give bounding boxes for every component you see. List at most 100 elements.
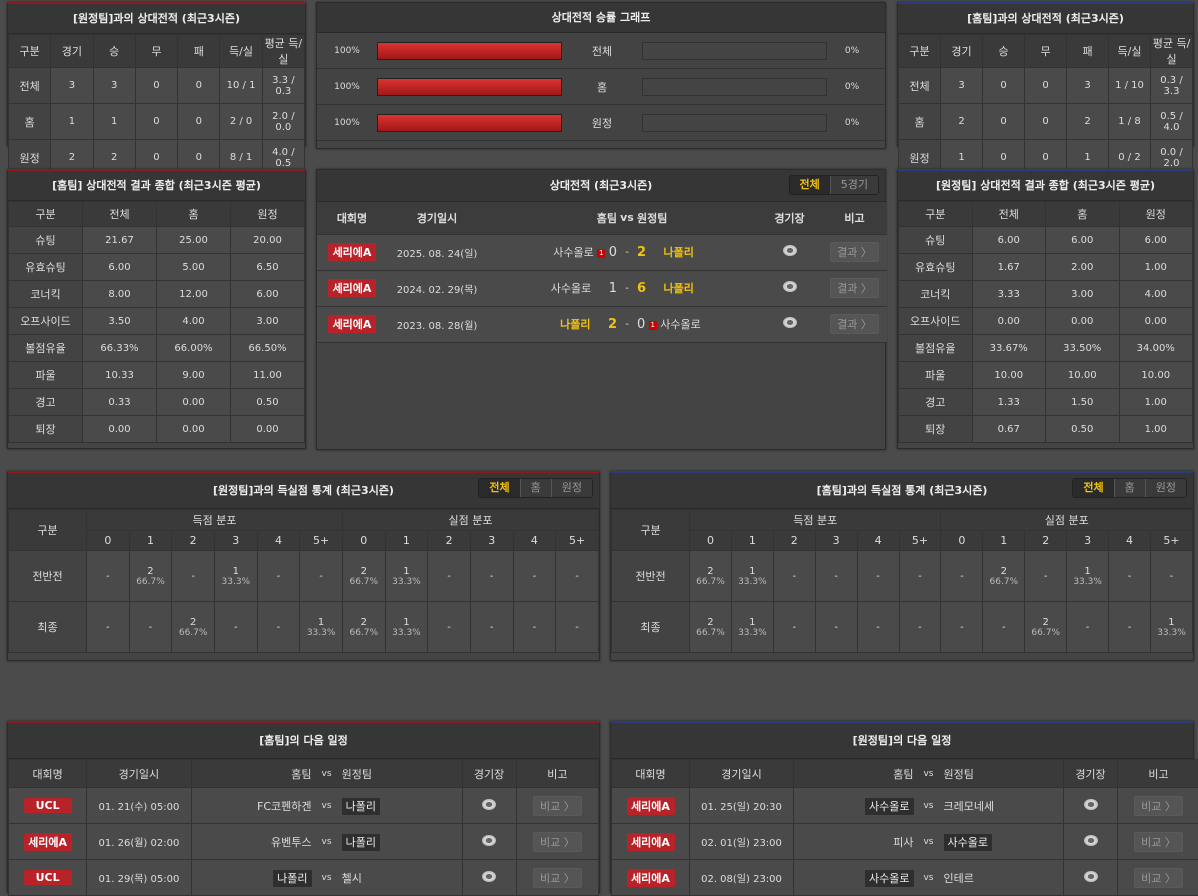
- vs-label: vs: [914, 860, 944, 896]
- panel-header: [원정팀] 상대전적 결과 종합 (최근3시즌 평균): [898, 171, 1193, 201]
- tab-1[interactable]: 5경기: [830, 176, 878, 194]
- goal-count-header: 4: [857, 531, 899, 551]
- panel-title: [홈팀]과의 상대전적 (최근3시즌): [967, 12, 1124, 25]
- tab-0[interactable]: 전체: [479, 479, 519, 497]
- panel-title: [원정팀]과의 상대전적 (최근3시즌): [73, 12, 240, 25]
- cell-value: 10.00: [1119, 362, 1193, 389]
- goal-count-header: 0: [690, 531, 732, 551]
- panel-title: [홈팀]의 다음 일정: [259, 734, 348, 747]
- stadium-icon[interactable]: [482, 835, 496, 846]
- panel-header: [홈팀]과의 상대전적 (최근3시즌): [898, 4, 1193, 34]
- row-label: 경고: [9, 389, 83, 416]
- compare-button[interactable]: 비교 〉: [1134, 796, 1183, 816]
- tab-1[interactable]: 홈: [1114, 479, 1145, 497]
- tab-0[interactable]: 전체: [1073, 479, 1113, 497]
- vs-label: vs: [914, 788, 944, 824]
- away-team: 나폴리: [664, 282, 694, 295]
- home-bar-fill: [378, 43, 561, 59]
- column-header: 구분: [899, 202, 973, 227]
- stadium-icon[interactable]: [482, 871, 496, 882]
- percentage: 33.3%: [1151, 628, 1192, 638]
- cell-value: 6.00: [231, 281, 305, 308]
- compare-button[interactable]: 비교 〉: [533, 868, 582, 888]
- count: 2: [361, 617, 367, 628]
- cell-value: 5.00: [157, 254, 231, 281]
- count: -: [277, 622, 281, 633]
- cell-value: 8.00: [83, 281, 157, 308]
- distribution-cell: -: [513, 602, 556, 653]
- cell-value: 20.00: [231, 227, 305, 254]
- stadium-icon[interactable]: [482, 799, 496, 810]
- tab-0[interactable]: 전체: [790, 176, 830, 194]
- stadium-icon[interactable]: [783, 317, 797, 328]
- panel-title: [원정팀]과의 득실점 통계 (최근3시즌): [213, 484, 394, 497]
- distribution-cell: -: [941, 551, 983, 602]
- stadium-icon[interactable]: [1084, 799, 1098, 810]
- vs-label: vs: [312, 824, 342, 860]
- compare-button[interactable]: 비교 〉: [533, 796, 582, 816]
- cell-value: 0.33: [83, 389, 157, 416]
- tab-2[interactable]: 원정: [551, 479, 592, 497]
- stadium-icon[interactable]: [1084, 835, 1098, 846]
- graph-row: 100% 원정 0%: [317, 105, 885, 141]
- column-header: 원정팀: [637, 202, 757, 234]
- count: -: [447, 571, 451, 582]
- stadium-icon[interactable]: [783, 245, 797, 256]
- distribution-cell: -: [899, 602, 941, 653]
- count: -: [918, 571, 922, 582]
- scored-group-header: 득점 분포: [87, 510, 343, 531]
- distribution-cell: -: [983, 602, 1025, 653]
- distribution-cell: -: [87, 602, 130, 653]
- column-header: 구분: [899, 35, 941, 68]
- compare-button[interactable]: 비교 〉: [1134, 868, 1183, 888]
- row-label: 홈: [9, 104, 51, 140]
- result-button[interactable]: 결과 〉: [830, 242, 879, 262]
- match-date: 2024. 02. 29(목): [397, 285, 478, 296]
- league-badge: UCL: [24, 870, 72, 885]
- stadium-icon[interactable]: [783, 281, 797, 292]
- column-header: 홈팀: [191, 760, 311, 788]
- count: 1: [403, 617, 409, 628]
- away-team: 사수올로: [944, 834, 992, 851]
- result-button[interactable]: 결과 〉: [830, 278, 879, 298]
- tab-1[interactable]: 홈: [520, 479, 551, 497]
- cell-value: 2.0 / 0.0: [262, 104, 304, 140]
- percentage: 33.3%: [386, 577, 428, 587]
- column-header: vs: [914, 760, 944, 788]
- compare-button[interactable]: 비교 〉: [533, 832, 582, 852]
- stadium-icon[interactable]: [1084, 871, 1098, 882]
- percentage: 33.3%: [732, 628, 773, 638]
- away-bar: [642, 42, 827, 60]
- cell-value: 1.67: [972, 254, 1046, 281]
- column-header: 무: [135, 35, 177, 68]
- count: -: [106, 622, 110, 633]
- distribution-cell: -: [300, 551, 343, 602]
- distribution-cell: -: [513, 551, 556, 602]
- panel-header: [홈팀]의 다음 일정: [8, 723, 599, 759]
- cell-value: 4.00: [157, 308, 231, 335]
- panel-title: [원정팀]의 다음 일정: [853, 734, 952, 747]
- column-header: 경기장: [757, 202, 822, 234]
- cell-value: 0: [135, 104, 177, 140]
- count: -: [191, 571, 195, 582]
- tab-2[interactable]: 원정: [1145, 479, 1186, 497]
- compare-button[interactable]: 비교 〉: [1134, 832, 1183, 852]
- cell-value: 2: [941, 104, 983, 140]
- count: -: [792, 571, 796, 582]
- column-header: 홈팀: [487, 202, 617, 234]
- league-badge: 세리에A: [627, 833, 675, 851]
- distribution-cell: -: [899, 551, 941, 602]
- result-button[interactable]: 결과 〉: [830, 314, 879, 334]
